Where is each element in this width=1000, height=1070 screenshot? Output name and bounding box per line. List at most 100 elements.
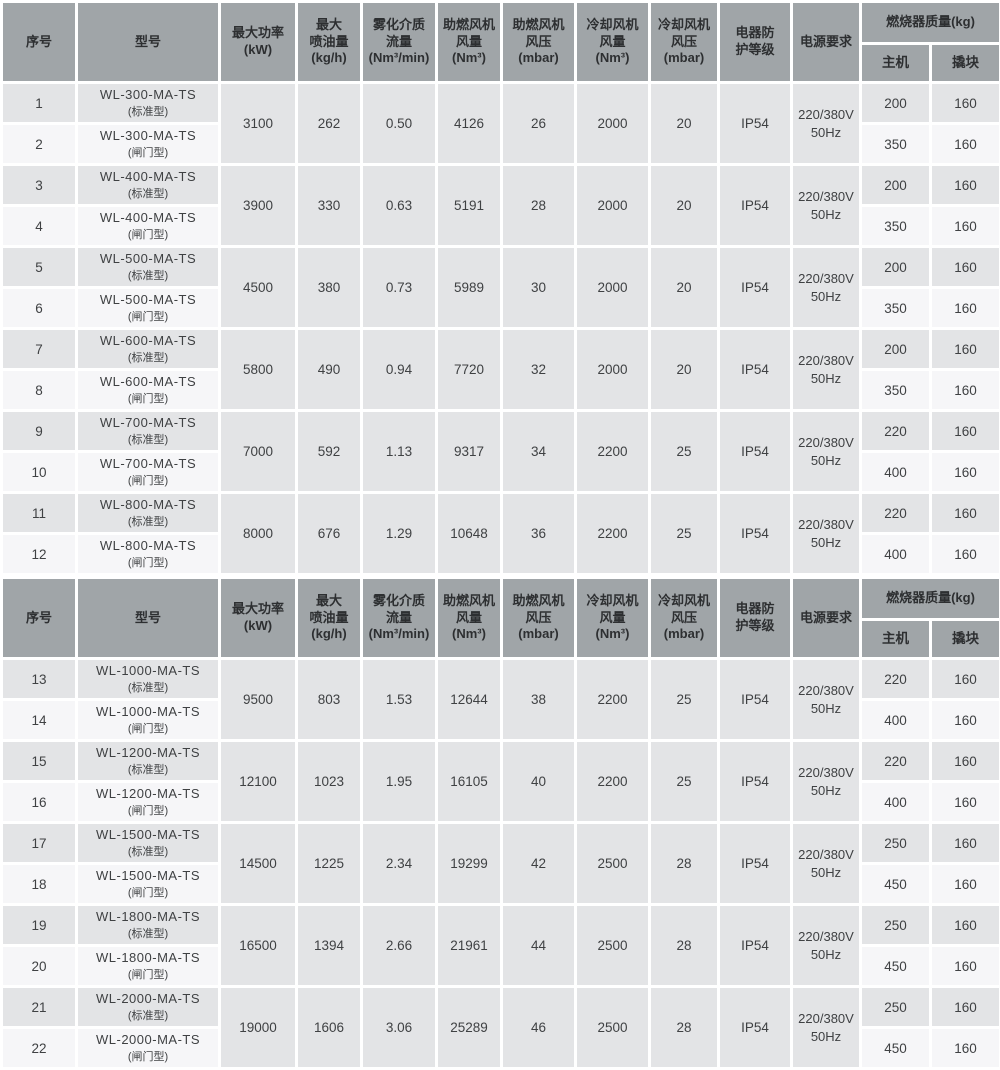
value-cell-cool_press: 20 (651, 330, 717, 409)
col-header-weight-main: 主机 (862, 620, 929, 657)
table-row: 12 WL-800-MA-TS (闸门型) 400 160 (3, 535, 999, 573)
value-cell-comb_air: 9317 (438, 412, 500, 491)
value-cell-atomizing: 1.53 (363, 660, 435, 739)
value-cell-atomizing: 3.06 (363, 988, 435, 1067)
psu-frequency: 50Hz (810, 288, 842, 304)
weight-main-cell: 400 (862, 453, 929, 491)
model-name: WL-700-MA-TS (99, 415, 197, 430)
seq-cell: 21 (3, 988, 75, 1026)
seq-cell: 1 (3, 84, 75, 122)
value-cell-atomizing: 1.29 (363, 494, 435, 573)
value-cell-power: 5800 (221, 330, 295, 409)
value-cell-psu: 220/380V 50Hz (793, 660, 859, 739)
table-row: 6 WL-500-MA-TS (闸门型) 350 160 (3, 289, 999, 327)
col-header-line: 电器防 (735, 601, 775, 617)
value-cell-atomizing: 2.34 (363, 824, 435, 903)
model-cell: WL-1500-MA-TS (闸门型) (78, 865, 218, 903)
model-cell: WL-400-MA-TS (标准型) (78, 166, 218, 204)
psu-frequency: 50Hz (810, 946, 842, 962)
value-cell-comb_air: 10648 (438, 494, 500, 573)
table-row: 18 WL-1500-MA-TS (闸门型) 450 160 (3, 865, 999, 903)
value-cell-comb_air: 21961 (438, 906, 500, 985)
weight-main-cell: 450 (862, 1029, 929, 1067)
value-cell-psu: 220/380V 50Hz (793, 906, 859, 985)
col-header-weight-skid: 撬块 (932, 620, 999, 657)
col-header-line: 序号 (25, 609, 52, 625)
model-variant: (标准型) (127, 352, 169, 364)
value-cell-oil: 803 (298, 660, 360, 739)
value-cell-comb_air: 5989 (438, 248, 500, 327)
weight-main-cell: 400 (862, 701, 929, 739)
col-header-line: 最大 (315, 592, 342, 608)
weight-skid-cell: 160 (932, 125, 999, 163)
value-cell-cool_press: 25 (651, 660, 717, 739)
value-cell-ip: IP54 (720, 412, 790, 491)
model-variant: (闸门型) (127, 393, 169, 405)
seq-cell: 6 (3, 289, 75, 327)
weight-skid-cell: 160 (932, 84, 999, 122)
model-variant: (闸门型) (127, 723, 169, 735)
value-cell-power: 3100 (221, 84, 295, 163)
model-variant: (闸门型) (127, 475, 169, 487)
value-cell-cool_press: 25 (651, 412, 717, 491)
weight-main-cell: 220 (862, 494, 929, 532)
value-cell-cool_air: 2500 (577, 906, 648, 985)
weight-main-cell: 250 (862, 988, 929, 1026)
seq-cell: 18 (3, 865, 75, 903)
table-row: 21 WL-2000-MA-TS (标准型) 19000 1606 3.06 25289 46… (3, 988, 999, 1067)
col-header-oil: 最大 喷油量 (kg/h) (298, 3, 360, 81)
value-cell-power: 7000 (221, 412, 295, 491)
seq-cell: 13 (3, 660, 75, 698)
value-cell-ip: IP54 (720, 906, 790, 985)
table-row: 13 WL-1000-MA-TS (标准型) 9500 803 1.53 12644 38 22… (3, 660, 999, 739)
value-cell-comb_air: 12644 (438, 660, 500, 739)
spec-table-section-1: 序号 型号 最大功率 (kW) 最大 喷油量 (kg/h) 雾化介质 流量 (Nm³/min) 助燃… (3, 3, 999, 573)
table-row: 2 WL-300-MA-TS (闸门型) 350 160 (3, 125, 999, 163)
table-row: 11 WL-800-MA-TS (标准型) 8000 676 1.29 10648 36 220… (3, 494, 999, 573)
model-cell: WL-600-MA-TS (标准型) (78, 330, 218, 368)
seq-cell: 14 (3, 701, 75, 739)
value-cell-oil: 676 (298, 494, 360, 573)
model-cell: WL-1000-MA-TS (标准型) (78, 660, 218, 698)
value-cell-cool_air: 2200 (577, 660, 648, 739)
model-name: WL-1200-MA-TS (95, 745, 201, 760)
weight-skid-cell: 160 (932, 783, 999, 821)
psu-frequency: 50Hz (810, 534, 842, 550)
weight-skid-cell: 160 (932, 494, 999, 532)
value-cell-psu: 220/380V 50Hz (793, 330, 859, 409)
col-header-line: (Nm³) (452, 626, 486, 642)
spec-table-section-2: 序号 型号 最大功率 (kW) 最大 喷油量 (kg/h) 雾化介质 流量 (Nm³/min) 助燃… (0, 576, 1000, 1070)
col-header-line: 电源要求 (799, 609, 852, 625)
value-cell-comb_air: 7720 (438, 330, 500, 409)
col-header-line: 型号 (134, 33, 161, 49)
seq-cell: 11 (3, 494, 75, 532)
weight-main-cell: 220 (862, 660, 929, 698)
value-cell-comb_press: 46 (503, 988, 574, 1067)
table-row: 5 WL-500-MA-TS (标准型) 4500 380 0.73 5989 30 2000 2… (3, 248, 999, 327)
psu-voltage: 220/380V (798, 846, 854, 862)
model-name: WL-1000-MA-TS (95, 663, 201, 678)
weight-skid-cell: 160 (932, 701, 999, 739)
model-name: WL-300-MA-TS (99, 128, 197, 143)
seq-cell: 4 (3, 207, 75, 245)
value-cell-comb_press: 42 (503, 824, 574, 903)
model-cell: WL-1500-MA-TS (标准型) (78, 824, 218, 862)
col-header-line: 流量 (385, 33, 412, 49)
value-cell-comb_air: 4126 (438, 84, 500, 163)
value-cell-comb_air: 5191 (438, 166, 500, 245)
model-variant: (标准型) (127, 1010, 169, 1022)
value-cell-cool_air: 2000 (577, 248, 648, 327)
weight-main-cell: 350 (862, 289, 929, 327)
weight-skid-cell: 160 (932, 742, 999, 780)
model-cell: WL-600-MA-TS (闸门型) (78, 371, 218, 409)
col-header-line: (kg/h) (311, 50, 347, 66)
col-header-line: 冷却风机 (657, 592, 710, 608)
seq-cell: 22 (3, 1029, 75, 1067)
col-header-power: 最大功率 (kW) (221, 579, 295, 657)
value-cell-power: 19000 (221, 988, 295, 1067)
weight-main-cell: 350 (862, 125, 929, 163)
weight-skid-cell: 160 (932, 207, 999, 245)
value-cell-atomizing: 1.13 (363, 412, 435, 491)
col-header-line: 风压 (670, 609, 697, 625)
col-header-line: (Nm³) (595, 626, 630, 642)
